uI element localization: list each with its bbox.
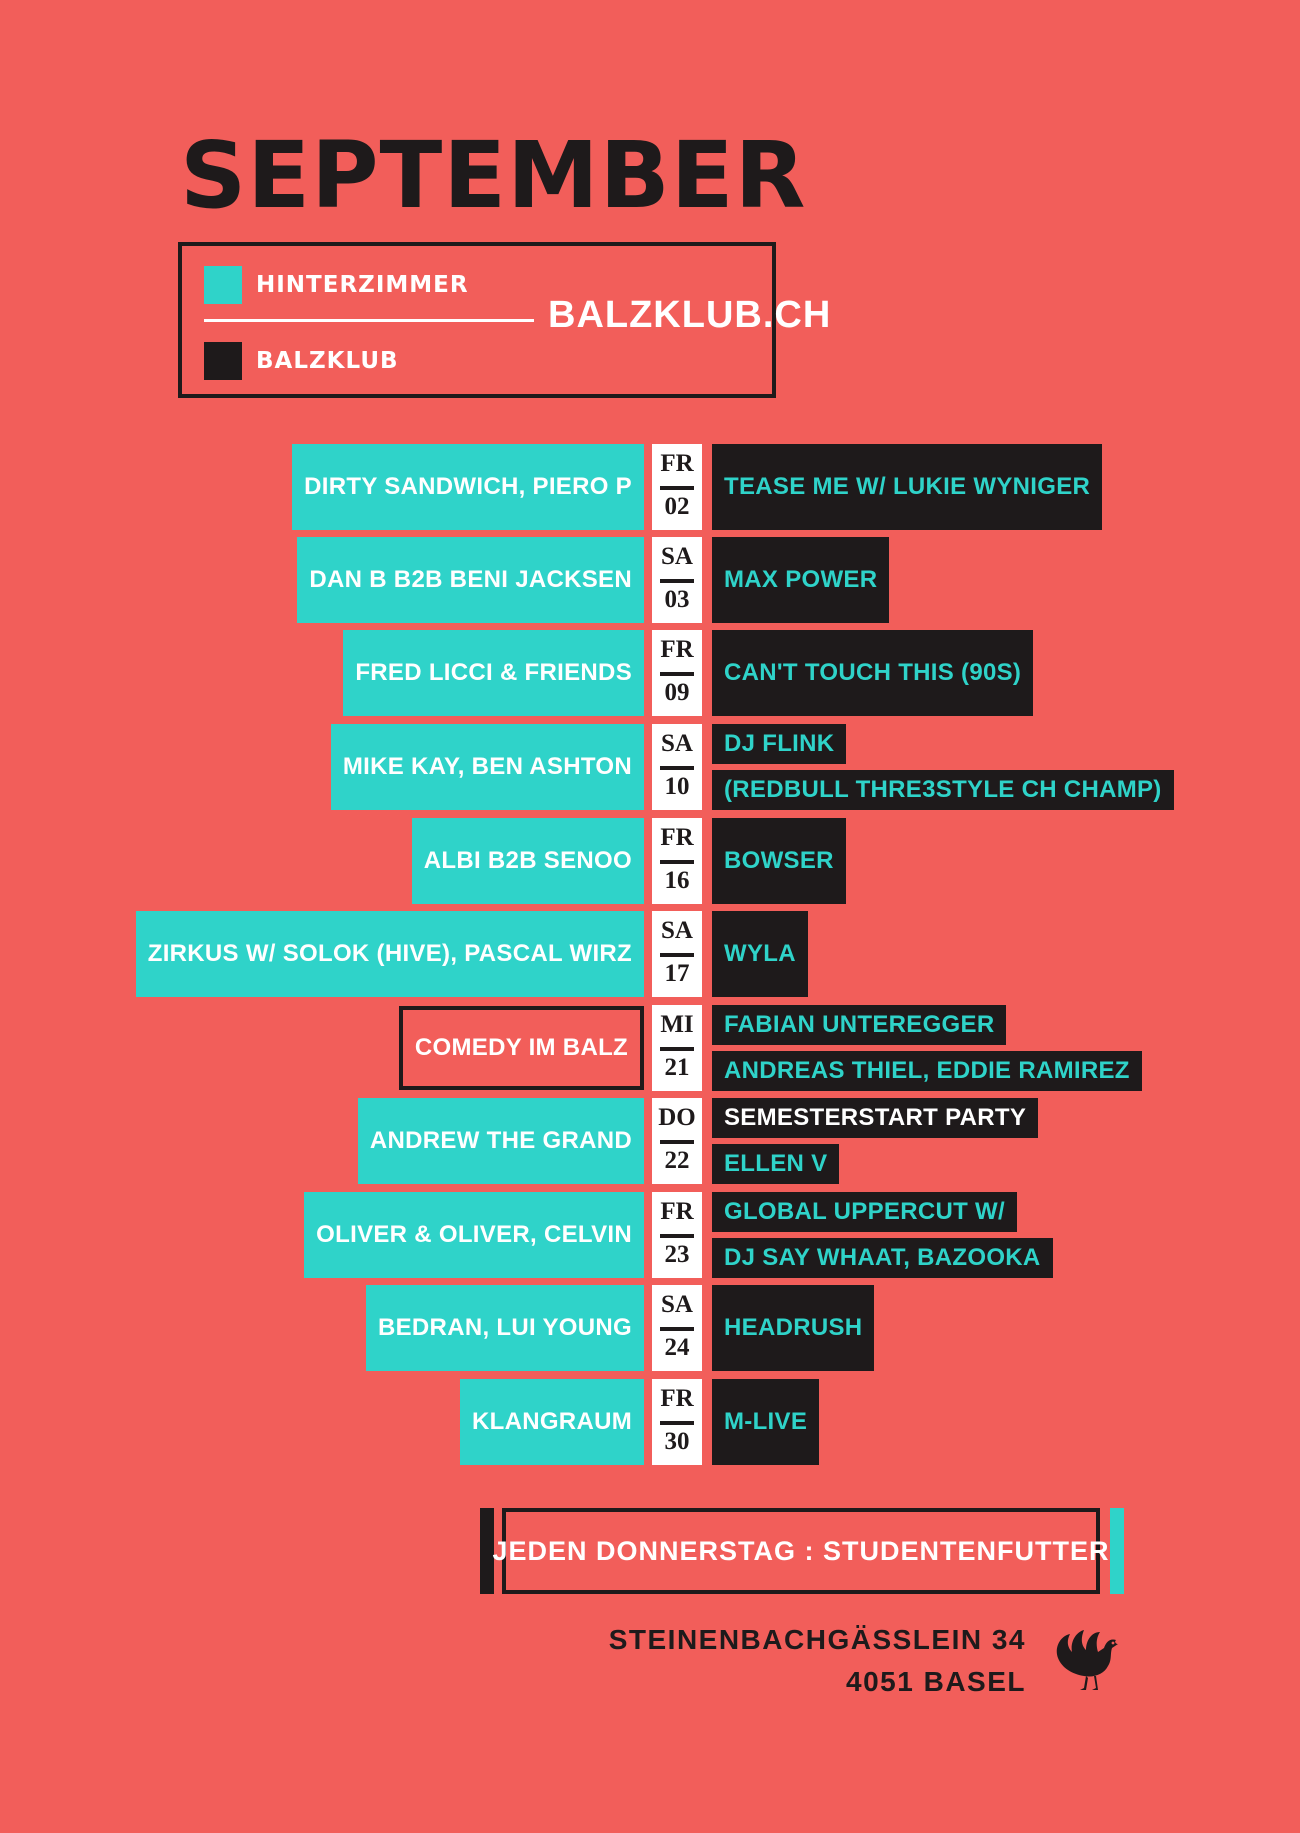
balzklub-event-detail: ELLEN V bbox=[712, 1144, 840, 1184]
event-weekday: FR bbox=[660, 450, 694, 477]
balzklub-event: HEADRUSH bbox=[712, 1285, 875, 1371]
event-row: MIKE KAY, BEN ASHTON SA 10 DJ FLINK (RED… bbox=[0, 724, 1300, 810]
event-date: FR 16 bbox=[652, 818, 702, 904]
footer-bar-right bbox=[1110, 1508, 1124, 1594]
event-day-number: 24 bbox=[664, 1334, 690, 1361]
event-date: SA 17 bbox=[652, 911, 702, 997]
hinterzimmer-event: DIRTY SANDWICH, PIERO P bbox=[292, 444, 644, 530]
hinterzimmer-label: HINTERZIMMER bbox=[256, 272, 469, 298]
balzklub-event: GLOBAL UPPERCUT W/ bbox=[712, 1192, 1017, 1232]
event-row: KLANGRAUM FR 30 M-LIVE bbox=[0, 1379, 1300, 1465]
event-row: BEDRAN, LUI YOUNG SA 24 HEADRUSH bbox=[0, 1285, 1300, 1371]
event-day-number: 10 bbox=[664, 773, 690, 800]
date-divider bbox=[660, 486, 694, 490]
address-street: STEINENBACHGÄSSLEIN 34 bbox=[608, 1624, 1026, 1655]
event-weekday: SA bbox=[661, 730, 693, 757]
date-divider bbox=[660, 766, 694, 770]
balzklub-event-detail: DJ SAY WHAAT, BAZOOKA bbox=[712, 1238, 1053, 1278]
page-title: SEPTEMBER bbox=[180, 122, 807, 229]
balzklub-event-detail: (REDBULL THRE3STYLE CH CHAMP) bbox=[712, 770, 1174, 810]
hinterzimmer-event: OLIVER & OLIVER, CELVIN bbox=[304, 1192, 644, 1278]
event-weekday: FR bbox=[660, 1385, 694, 1412]
event-date: DO 22 bbox=[652, 1098, 702, 1184]
balzklub-event: FABIAN UNTEREGGER bbox=[712, 1005, 1007, 1045]
event-date: FR 30 bbox=[652, 1379, 702, 1465]
event-date: SA 24 bbox=[652, 1285, 702, 1371]
date-divider bbox=[660, 860, 694, 864]
balzklub-event: MAX POWER bbox=[712, 537, 890, 623]
venue-legend: HINTERZIMMER BALZKLUB BALZKLUB.CH bbox=[178, 242, 830, 398]
event-weekday: FR bbox=[660, 1198, 694, 1225]
footer-bar-left bbox=[480, 1508, 494, 1594]
event-day-number: 17 bbox=[664, 960, 690, 987]
event-date: FR 23 bbox=[652, 1192, 702, 1278]
balzklub-event: M-LIVE bbox=[712, 1379, 820, 1465]
date-divider bbox=[660, 579, 694, 583]
hinterzimmer-event: COMEDY IM BALZ bbox=[398, 1006, 644, 1090]
event-date: SA 03 bbox=[652, 537, 702, 623]
event-row: ANDREW THE GRAND DO 22 SEMESTERSTART PAR… bbox=[0, 1098, 1300, 1184]
event-day-number: 22 bbox=[664, 1147, 690, 1174]
event-row: ZIRKUS W/ SOLOK (HIVE), PASCAL WIRZ SA 1… bbox=[0, 911, 1300, 997]
event-row: FRED LICCI & FRIENDS FR 09 CAN'T TOUCH T… bbox=[0, 630, 1300, 716]
date-divider bbox=[660, 953, 694, 957]
event-weekday: SA bbox=[661, 1291, 693, 1318]
balzklub-event: TEASE ME W/ LUKIE WYNIGER bbox=[712, 444, 1103, 530]
hinterzimmer-event: FRED LICCI & FRIENDS bbox=[343, 630, 644, 716]
hinterzimmer-event: ZIRKUS W/ SOLOK (HIVE), PASCAL WIRZ bbox=[135, 911, 644, 997]
address-city: 4051 BASEL bbox=[846, 1666, 1026, 1697]
event-row: DIRTY SANDWICH, PIERO P FR 02 TEASE ME W… bbox=[0, 444, 1300, 530]
balzklub-event: CAN'T TOUCH THIS (90S) bbox=[712, 630, 1034, 716]
event-date: FR 02 bbox=[652, 444, 702, 530]
event-weekday: FR bbox=[660, 636, 694, 663]
event-day-number: 21 bbox=[664, 1054, 690, 1081]
event-date: FR 09 bbox=[652, 630, 702, 716]
website-link[interactable]: BALZKLUB.CH bbox=[548, 294, 832, 336]
date-divider bbox=[660, 1421, 694, 1425]
event-day-number: 16 bbox=[664, 867, 690, 894]
legend-divider bbox=[204, 319, 534, 322]
balzklub-event: BOWSER bbox=[712, 818, 846, 904]
capercaillie-bird-icon bbox=[1056, 1630, 1118, 1690]
hinterzimmer-event: KLANGRAUM bbox=[459, 1379, 644, 1465]
event-day-number: 03 bbox=[664, 586, 690, 613]
balzklub-swatch bbox=[204, 342, 242, 380]
date-divider bbox=[660, 1234, 694, 1238]
hinterzimmer-event: MIKE KAY, BEN ASHTON bbox=[330, 724, 644, 810]
date-divider bbox=[660, 1047, 694, 1051]
event-row: COMEDY IM BALZ MI 21 FABIAN UNTEREGGER A… bbox=[0, 1005, 1300, 1091]
weekly-event-banner: JEDEN DONNERSTAG : STUDENTENFUTTER bbox=[492, 1508, 1109, 1594]
event-weekday: DO bbox=[658, 1104, 696, 1131]
event-weekday: MI bbox=[660, 1011, 694, 1038]
event-weekday: SA bbox=[661, 917, 693, 944]
event-day-number: 30 bbox=[664, 1428, 690, 1455]
event-day-number: 09 bbox=[664, 679, 690, 706]
event-row: DAN B B2B BENI JACKSEN SA 03 MAX POWER bbox=[0, 537, 1300, 623]
hinterzimmer-event: DAN B B2B BENI JACKSEN bbox=[297, 537, 644, 623]
hinterzimmer-event: ANDREW THE GRAND bbox=[357, 1098, 644, 1184]
balzklub-event: SEMESTERSTART PARTY bbox=[712, 1098, 1039, 1138]
event-row: OLIVER & OLIVER, CELVIN FR 23 GLOBAL UPP… bbox=[0, 1192, 1300, 1278]
event-weekday: FR bbox=[660, 824, 694, 851]
balzklub-event: DJ FLINK bbox=[712, 724, 847, 764]
hinterzimmer-swatch bbox=[204, 266, 242, 304]
date-divider bbox=[660, 1327, 694, 1331]
event-weekday: SA bbox=[661, 543, 693, 570]
event-date: SA 10 bbox=[652, 724, 702, 810]
balzklub-label: BALZKLUB bbox=[256, 348, 399, 374]
date-divider bbox=[660, 672, 694, 676]
hinterzimmer-event: ALBI B2B SENOO bbox=[411, 818, 644, 904]
event-day-number: 23 bbox=[664, 1241, 690, 1268]
hinterzimmer-event: BEDRAN, LUI YOUNG bbox=[365, 1285, 644, 1371]
balzklub-event-detail: ANDREAS THIEL, EDDIE RAMIREZ bbox=[712, 1051, 1142, 1091]
date-divider bbox=[660, 1140, 694, 1144]
balzklub-event: WYLA bbox=[712, 911, 808, 997]
event-day-number: 02 bbox=[664, 493, 690, 520]
event-row: ALBI B2B SENOO FR 16 BOWSER bbox=[0, 818, 1300, 904]
event-date: MI 21 bbox=[652, 1005, 702, 1091]
